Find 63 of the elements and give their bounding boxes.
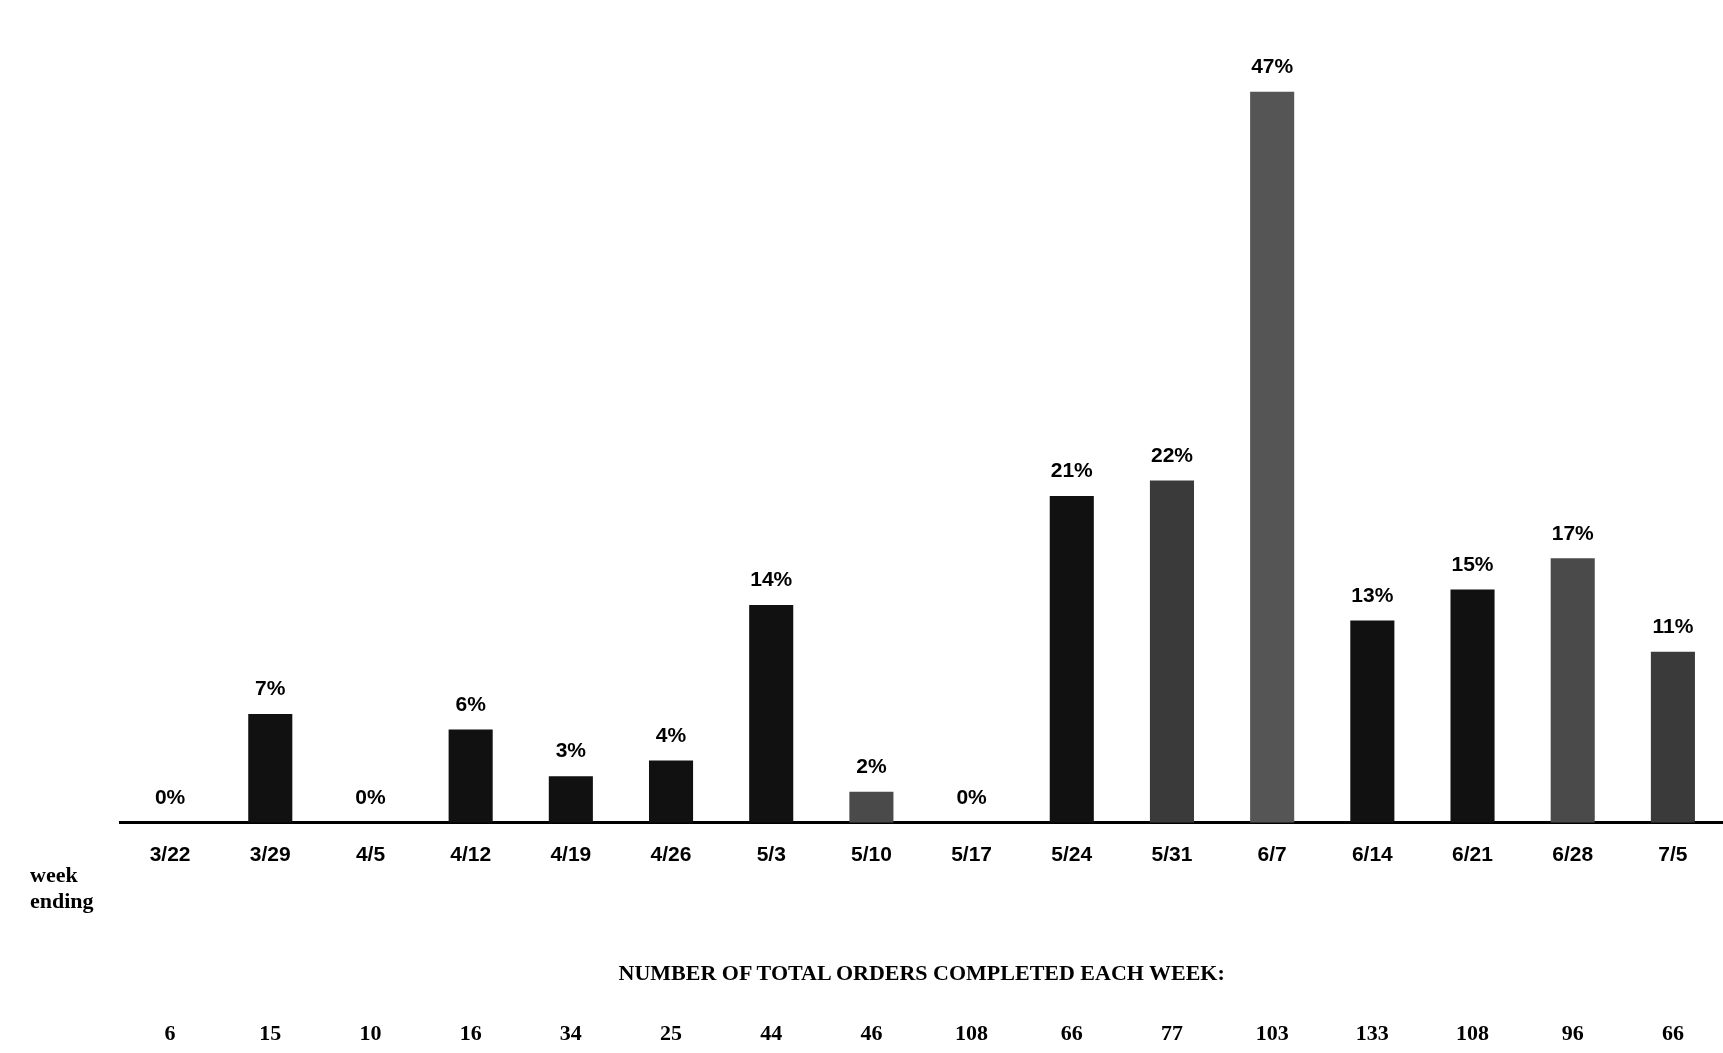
- x-tick-label: 5/3: [756, 842, 786, 866]
- data-label: 15%: [1451, 551, 1494, 575]
- data-label: 14%: [750, 567, 793, 591]
- text: 25: [660, 1020, 683, 1046]
- x-tick-label: 4/19: [550, 842, 592, 866]
- bar: [1149, 480, 1195, 823]
- x-tick-label: 5/24: [1051, 842, 1093, 866]
- x-tick-label: 6/7: [1257, 842, 1287, 866]
- text: 133: [1355, 1020, 1389, 1046]
- x-tick-label: 7/5: [1658, 842, 1688, 866]
- text: 66: [1060, 1020, 1083, 1046]
- x-tick-label: 4/26: [650, 842, 692, 866]
- bar: [849, 791, 894, 823]
- data-label: 22%: [1150, 442, 1194, 466]
- x-tick-label: 6/14: [1351, 842, 1394, 866]
- text: 66: [1661, 1020, 1684, 1046]
- x-tick-label: 5/17: [951, 842, 993, 866]
- data-label: 7%: [255, 676, 286, 700]
- data-label: 0%: [956, 785, 988, 809]
- bar: [1450, 589, 1495, 823]
- bar: [749, 605, 794, 823]
- x-tick-label: 5/31: [1151, 842, 1193, 866]
- bar: [548, 776, 593, 823]
- x-tick-label: 4/12: [450, 842, 492, 866]
- data-label: 0%: [154, 785, 186, 809]
- bar: [1650, 651, 1695, 823]
- data-label: 13%: [1351, 582, 1394, 606]
- bar: [448, 729, 493, 823]
- data-label: 2%: [856, 753, 887, 777]
- text: NUMBER OF TOTAL ORDERS COMPLETED EACH WEEK:: [618, 960, 1225, 986]
- bar: [1550, 558, 1595, 823]
- x-axis-title: week ending: [30, 862, 94, 915]
- bar: [1049, 496, 1094, 823]
- x-tick-label: 6/21: [1452, 842, 1494, 866]
- text: 77: [1160, 1020, 1183, 1046]
- text: 103: [1255, 1020, 1289, 1046]
- text: 108: [955, 1020, 989, 1046]
- x-tick-label: 5/10: [850, 842, 892, 866]
- text: 44: [760, 1020, 783, 1046]
- text: 34: [559, 1020, 582, 1046]
- data-label: 11%: [1652, 613, 1694, 637]
- text: 46: [860, 1020, 883, 1046]
- text: 108: [1456, 1020, 1490, 1046]
- bar: [1250, 91, 1295, 823]
- data-label: 21%: [1050, 458, 1094, 482]
- data-label: 0%: [355, 785, 386, 809]
- bar: [248, 713, 293, 823]
- data-label: 6%: [455, 691, 487, 715]
- x-tick-label: 3/22: [149, 842, 191, 866]
- data-label: 4%: [655, 722, 687, 746]
- x-tick-label: 3/29: [249, 842, 291, 866]
- text: 96: [1561, 1020, 1584, 1046]
- bar: [648, 760, 694, 823]
- x-tick-label: 6/28: [1552, 842, 1594, 866]
- text: 10: [359, 1020, 382, 1046]
- text: 16: [459, 1020, 482, 1046]
- text: 15: [259, 1020, 282, 1046]
- data-label: 17%: [1551, 520, 1595, 544]
- text: 6: [164, 1020, 176, 1046]
- data-label: 3%: [555, 738, 587, 762]
- bar: [1350, 620, 1395, 823]
- x-tick-label: 4/5: [355, 842, 386, 866]
- data-label: 47%: [1251, 53, 1294, 77]
